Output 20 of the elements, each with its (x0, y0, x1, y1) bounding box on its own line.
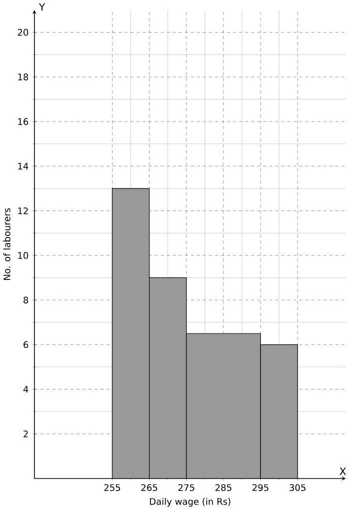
x-tick-label: 255 (104, 484, 120, 492)
x-tick-label: 285 (216, 484, 232, 492)
y-tick-label: 4 (24, 386, 28, 393)
y-tick-label: 14 (18, 162, 28, 170)
x-axis-title: Daily wage (in Rs) (150, 498, 230, 507)
y-axis-title: No. of labourers (4, 208, 11, 280)
y-tick-label: 6 (24, 341, 28, 348)
y-tick-label: 10 (18, 252, 28, 259)
y-tick-label: 8 (24, 296, 28, 304)
y-tick-label: 12 (18, 207, 28, 214)
x-tick-label: 305 (290, 484, 306, 492)
y-tick-label: 16 (18, 118, 28, 125)
y-tick-label: 2 (24, 430, 28, 438)
x-tick-label: 275 (178, 484, 194, 492)
x-tick-label: 295 (252, 484, 269, 492)
annotation: Y (39, 3, 46, 11)
y-tick-label: 18 (18, 74, 28, 80)
y-tick-label: 20 (18, 28, 28, 36)
x-tick-label: 265 (142, 484, 158, 492)
annotation: X (340, 468, 346, 475)
